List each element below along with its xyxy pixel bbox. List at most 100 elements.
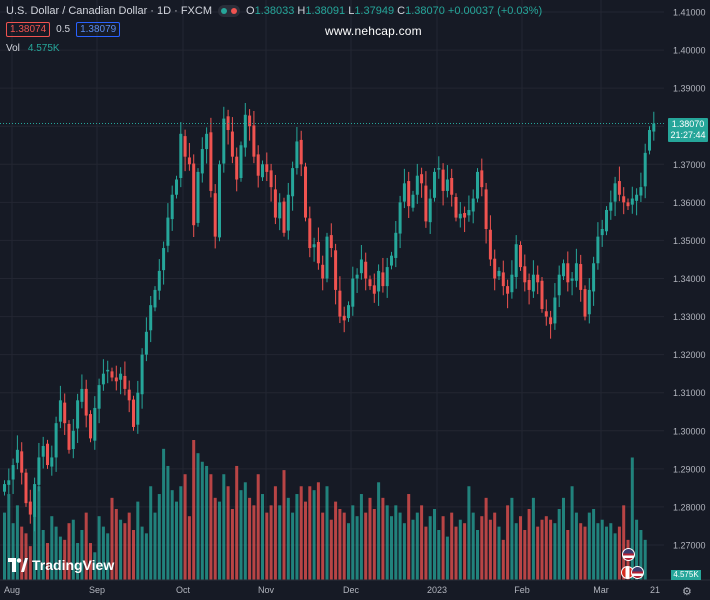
x-tick-label: Mar [593,585,609,595]
volume-bar [566,530,570,580]
volume-bar [58,536,62,580]
candle-body [119,373,123,380]
symbol-title[interactable]: U.S. Dollar / Canadian Dollar · 1D · FXC… [6,5,213,17]
volume-bar [20,526,24,580]
volume-bar [510,497,514,580]
volume-bar [63,539,67,580]
candle-body [501,272,505,287]
volume-bar [218,501,221,580]
y-tick-label: 1.27000 [673,541,706,551]
candle-body [415,175,419,195]
candle-body [605,209,608,232]
us-flag-icon[interactable] [631,566,644,579]
volume-bar [467,486,471,580]
eye-toggle-icon[interactable] [218,5,241,17]
candle-body [355,274,359,279]
candle-body [536,274,540,283]
candles[interactable] [3,102,656,532]
candle-body [359,259,363,274]
volume-bar [557,509,561,580]
candle-body [101,373,105,385]
volume-bar [617,526,621,580]
ask-button[interactable]: 1.38079 [76,22,121,37]
candle-body [407,181,411,207]
volume-bar [114,509,118,580]
candle-body [377,270,381,292]
candle-body [527,280,531,290]
volume-bar [24,533,28,580]
candle-body [519,244,522,268]
volume-bar [433,509,436,580]
volume-bar [579,523,583,580]
candle-body [484,189,488,230]
volume-bar [639,530,643,580]
candle-body [454,197,458,218]
candle-body [218,164,221,238]
volume-bar [149,486,153,580]
candle-body [364,261,368,279]
candle-body [153,289,157,308]
volume-bar [463,523,467,580]
volume-bar [76,543,80,580]
volume-bar [213,497,217,580]
volume-bar [192,440,196,580]
volume-bar [377,482,381,580]
time-axis[interactable]: Aug Sep Oct Nov Dec 2023 Feb Mar 21 [0,579,710,595]
price-axis[interactable]: 1.410001.400001.390001.380001.370001.360… [664,0,710,600]
candle-body [209,132,213,191]
volume-bar [308,486,312,580]
volume-bar [394,505,398,580]
volume-bar [15,505,19,580]
candle-body [291,168,295,197]
candle-body [239,145,243,178]
tradingview-logo[interactable]: TradingView [8,557,114,573]
volume-bar [209,474,213,580]
candle-body [351,278,355,307]
volume-bar [282,470,286,580]
candle-body [437,168,441,170]
candle-body [420,174,424,184]
y-tick-label: 1.32000 [673,350,706,360]
gear-icon[interactable]: ⚙ [682,586,692,598]
volume-bar [252,505,256,580]
volume-bar [230,509,234,580]
candle-body [368,279,372,287]
candle-body [648,130,651,151]
volume-bar [304,501,307,580]
volume-bar [497,526,501,580]
candle-body [256,154,260,176]
volume-bar [295,494,299,580]
volume-bar [166,465,170,580]
volume-bar [609,523,613,580]
candle-body [20,451,24,473]
bid-button[interactable]: 1.38074 [6,22,51,37]
candle-body [385,267,389,287]
volume-bar [140,526,144,580]
volume-bar [84,512,88,580]
volume-bar [187,516,191,580]
volume-bar [170,490,174,580]
y-tick-label: 1.36000 [673,198,706,208]
volume-bar [613,533,617,580]
us-flag-icon[interactable] [622,548,635,561]
volume-bars [3,440,647,580]
volume-bar [226,486,230,580]
volume-bar [97,516,101,580]
volume-bar [261,494,264,580]
candle-body [15,449,19,463]
candle-body [278,202,282,219]
candle-body [304,166,307,218]
candle-body [97,385,101,409]
volume-label: Vol [6,43,20,54]
volume-bar [342,512,346,580]
volume-bar [484,497,488,580]
candle-body [635,194,639,201]
volume-bar [476,530,479,580]
candle-body [372,285,376,294]
volume-bar [458,519,462,580]
price-axis-bg [664,0,710,600]
candle-body [596,236,600,264]
candle-body [394,232,398,258]
volume-bar [480,516,484,580]
